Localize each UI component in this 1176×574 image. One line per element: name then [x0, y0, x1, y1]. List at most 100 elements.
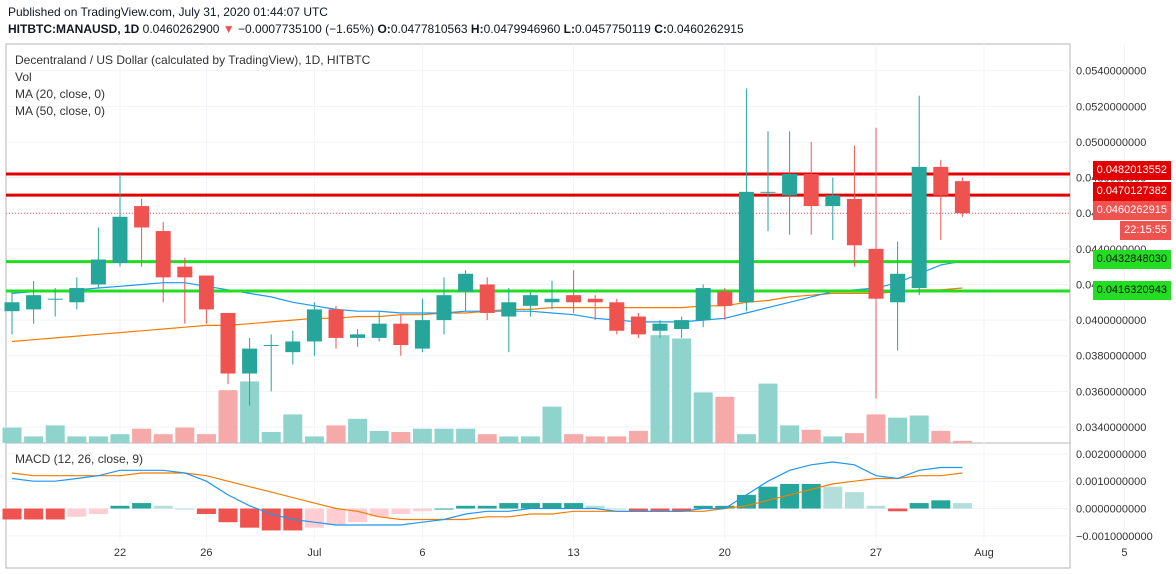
down-arrow-icon: ▼ — [222, 22, 235, 36]
macd-histogram-bar — [628, 508, 648, 512]
open-value: 0.0477810563 — [390, 22, 468, 36]
candle-down — [393, 323, 409, 346]
legend-vol: Vol — [15, 70, 32, 84]
candle-up — [69, 288, 85, 303]
macd-histogram-bar — [909, 503, 929, 509]
resistance-label-2: 0.0470127382 — [1092, 182, 1171, 201]
candle-down — [846, 198, 862, 246]
macd-histogram-bar — [24, 508, 44, 520]
volume-bar — [304, 436, 324, 443]
candle-up — [890, 273, 906, 303]
macd-histogram-bar — [153, 505, 173, 509]
y-tick-label: 0.0520000000 — [1076, 101, 1146, 113]
symbol: HITBTC:MANAUSD, 1D — [8, 22, 140, 36]
volume-bar — [499, 436, 519, 443]
macd-histogram-bar — [866, 505, 886, 509]
volume-bar — [348, 418, 368, 443]
macd-histogram-bar — [240, 508, 260, 528]
candle-up — [825, 195, 841, 207]
macd-y-tick-label: 0.0010000000 — [1076, 476, 1146, 488]
candle-up — [760, 191, 776, 193]
x-tick-label: 27 — [870, 547, 882, 559]
macd-histogram-bar — [650, 508, 670, 512]
macd-histogram-bar — [132, 503, 152, 509]
macd-histogram-bar — [520, 503, 540, 509]
last-price: 0.0460262900 — [142, 22, 220, 36]
candle-down — [155, 231, 171, 278]
candle-up — [782, 174, 798, 196]
macd-histogram-bar — [844, 492, 864, 509]
volume-bar — [736, 434, 756, 443]
macd-histogram-bar — [369, 508, 389, 517]
y-tick-label: 0.0540000000 — [1076, 66, 1146, 78]
x-tick-label: Aug — [974, 547, 994, 559]
macd-histogram-bar — [456, 505, 476, 509]
high-label: H: — [470, 22, 484, 36]
candle-down — [134, 206, 150, 228]
macd-histogram-bar — [952, 503, 972, 509]
support-label-2: 0.0416320943 — [1092, 281, 1171, 300]
x-tick-label: 13 — [567, 547, 579, 559]
x-tick-label: 26 — [200, 547, 212, 559]
volume-bar — [909, 415, 929, 443]
volume-bar — [67, 436, 87, 443]
high-value: 0.0479946960 — [483, 22, 561, 36]
candle-up — [26, 295, 42, 310]
volume-bar — [672, 338, 692, 443]
volume-bar — [801, 429, 821, 443]
volume-bar — [218, 390, 238, 443]
x-tick-label: 22 — [114, 547, 126, 559]
candle-down — [328, 309, 344, 338]
candle-up — [501, 302, 517, 317]
volume-bar — [434, 428, 454, 443]
macd-histogram-bar — [585, 505, 605, 509]
macd-histogram-bar — [672, 508, 692, 512]
candle-down — [479, 284, 495, 313]
macd-histogram-bar — [693, 505, 713, 509]
volume-bar — [283, 414, 303, 443]
macd-histogram-bar — [326, 508, 346, 525]
candle-up — [436, 295, 452, 321]
close-label: C: — [654, 22, 667, 36]
volume-bar — [391, 432, 411, 443]
macd-histogram-bar — [434, 508, 454, 510]
candle-down — [220, 312, 236, 374]
candle-up — [350, 334, 366, 338]
macd-histogram-bar — [196, 508, 216, 515]
signal-line — [11, 472, 963, 521]
macd-histogram-bar — [304, 508, 324, 528]
volume-bar — [888, 417, 908, 443]
candle-up — [652, 323, 668, 331]
candle-down — [933, 166, 949, 196]
macd-histogram-bar — [715, 505, 735, 509]
volume-bar — [240, 381, 260, 443]
macd-y-tick-label: 0.0020000000 — [1076, 449, 1146, 461]
macd-y-tick-label: 0.0000000000 — [1076, 504, 1146, 516]
y-tick-label: 0.0500000000 — [1076, 137, 1146, 149]
macd-histogram-bar — [110, 505, 130, 509]
macd-histogram-bar — [931, 500, 951, 509]
macd-histogram-bar — [542, 503, 562, 509]
legend-macd: MACD (12, 26, close, 9) — [15, 452, 144, 466]
candle-up — [674, 320, 690, 329]
countdown-label: 22:15:55 — [1120, 221, 1171, 240]
macd-histogram-bar — [477, 505, 497, 509]
x-tick-label: 20 — [719, 547, 731, 559]
macd-histogram-bar — [2, 508, 22, 520]
volume-bar — [931, 430, 951, 443]
candle-down — [803, 174, 819, 207]
x-tick-label: 6 — [419, 547, 425, 559]
open-label: O: — [377, 22, 391, 36]
support-label-1: 0.0432848030 — [1092, 250, 1171, 269]
macd-histogram-bar — [67, 508, 87, 517]
volume-bar — [196, 434, 216, 443]
legend-ma20: MA (20, close, 0) — [15, 87, 106, 101]
volume-bar — [24, 436, 44, 443]
volume-bar — [456, 428, 476, 443]
y-tick-label: 0.0380000000 — [1076, 351, 1146, 363]
candle-up — [414, 320, 430, 349]
close-value: 0.0460262915 — [666, 22, 744, 36]
volume-bar — [564, 434, 584, 443]
macd-histogram-bar — [391, 508, 411, 515]
